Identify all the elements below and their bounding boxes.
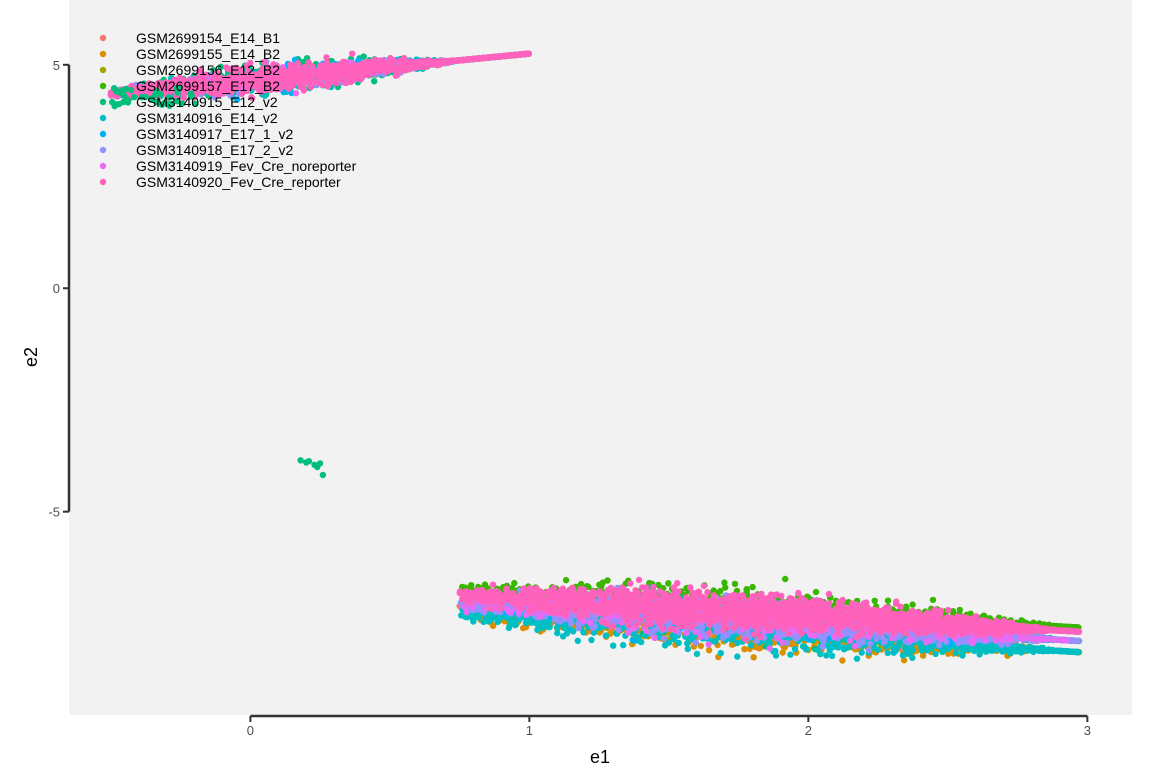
data-point — [731, 580, 739, 588]
data-point — [377, 59, 384, 66]
data-point — [395, 58, 403, 65]
data-point — [782, 575, 789, 583]
data-point — [298, 65, 305, 73]
data-point — [308, 73, 316, 80]
data-point — [111, 85, 118, 92]
data-point — [507, 52, 514, 59]
data-point — [111, 102, 118, 110]
data-point — [473, 55, 480, 62]
data-point — [521, 50, 529, 58]
data-point — [321, 65, 328, 73]
data-point — [314, 463, 321, 471]
data-point — [345, 66, 353, 74]
data-point — [750, 654, 757, 661]
data-point — [123, 96, 131, 103]
data-point — [311, 79, 318, 86]
data-point — [665, 580, 672, 587]
data-point — [281, 72, 289, 79]
data-point — [388, 64, 395, 71]
data-point — [779, 649, 786, 656]
data-point — [319, 471, 327, 479]
data-point — [871, 597, 878, 604]
data-points — [107, 50, 1083, 664]
data-point — [333, 68, 340, 75]
data-point — [297, 457, 304, 464]
data-point — [497, 53, 505, 60]
data-point — [331, 77, 338, 84]
data-point — [456, 57, 463, 64]
data-point — [284, 79, 291, 86]
data-point — [287, 64, 294, 71]
data-point — [347, 73, 354, 80]
data-point — [839, 657, 846, 664]
data-point — [741, 645, 748, 653]
data-point — [395, 67, 402, 74]
data-point — [308, 67, 315, 74]
data-point — [402, 66, 409, 74]
data-point — [323, 54, 330, 61]
data-point — [280, 66, 287, 73]
data-point — [305, 59, 312, 66]
data-point — [466, 56, 474, 63]
data-point — [364, 59, 371, 66]
data-point — [363, 71, 371, 79]
data-point — [315, 68, 322, 75]
data-point — [300, 87, 307, 94]
data-point — [435, 59, 443, 66]
data-point — [402, 59, 409, 67]
data-point — [337, 74, 344, 81]
data-point — [289, 70, 297, 78]
data-point — [119, 87, 126, 94]
data-point — [705, 647, 713, 654]
data-point — [353, 66, 360, 74]
data-point — [303, 459, 310, 466]
data-point — [321, 74, 328, 81]
data-point — [371, 78, 378, 85]
data-point — [379, 66, 386, 73]
data-point — [349, 50, 356, 57]
data-point — [488, 54, 496, 61]
data-point — [415, 58, 422, 66]
data-point — [292, 90, 300, 97]
data-point — [423, 63, 430, 70]
